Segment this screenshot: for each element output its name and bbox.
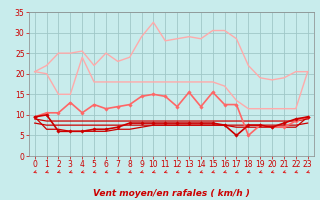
Text: Vent moyen/en rafales ( km/h ): Vent moyen/en rafales ( km/h ) (93, 189, 250, 198)
